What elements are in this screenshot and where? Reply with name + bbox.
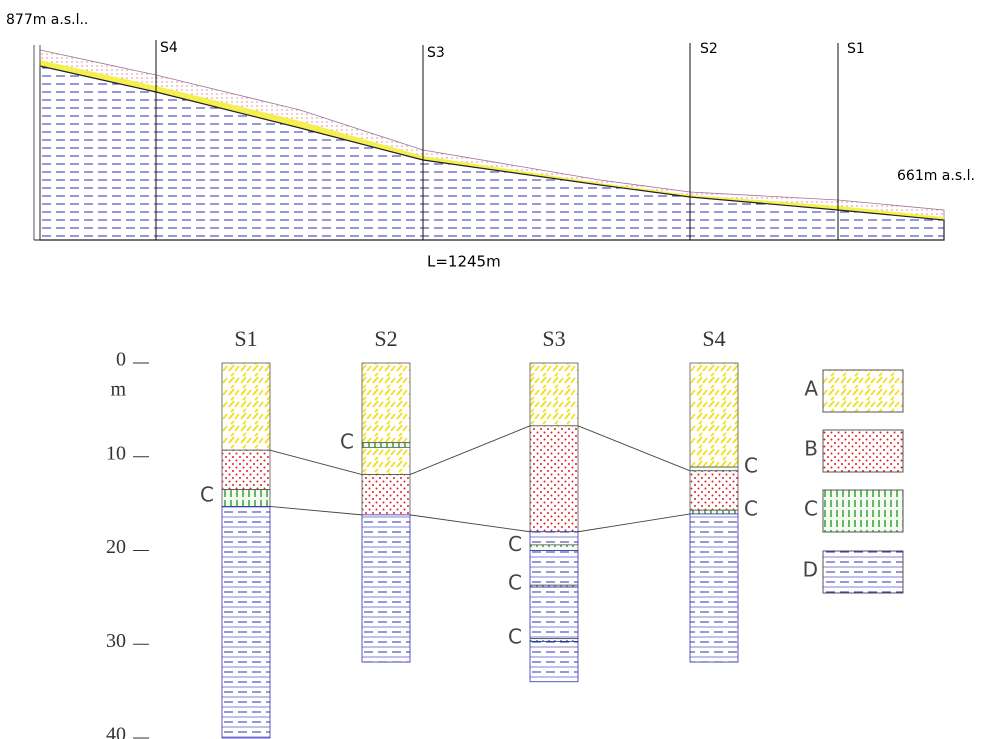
legend-swatch (823, 551, 903, 593)
legend-swatch (823, 370, 903, 412)
layer (690, 363, 738, 467)
depth-tick-label: 20 (106, 536, 126, 558)
layer-label: C (340, 430, 354, 454)
layer (362, 443, 410, 448)
borehole-name: S1 (234, 326, 257, 351)
layer-label: C (200, 483, 214, 507)
layer (222, 450, 270, 489)
page: 877m a.s.l.. 661m a.s.l. L=1245m S4 S3 S… (0, 0, 991, 739)
layer-label: C (508, 532, 522, 556)
layer (222, 506, 270, 738)
borehole-label: S4 (160, 40, 178, 56)
correlation-line (410, 426, 530, 475)
layer (530, 426, 578, 532)
correlation-line (410, 515, 530, 532)
legend-swatch (823, 490, 903, 532)
layer (222, 363, 270, 450)
legend-label: B (804, 437, 818, 461)
layer (530, 532, 578, 545)
layer (362, 447, 410, 474)
layer (530, 551, 578, 586)
layer-label: C (744, 497, 758, 521)
layer (690, 510, 738, 514)
layer (690, 471, 738, 510)
borehole-label: S2 (700, 41, 718, 57)
elevation-label: 877m a.s.l.. (6, 12, 88, 28)
depth-unit: m (110, 379, 126, 401)
layer (530, 587, 578, 639)
layer (530, 363, 578, 426)
layer (530, 641, 578, 681)
legend-label: C (804, 497, 818, 521)
cross-section: 877m a.s.l.. 661m a.s.l. L=1245m S4 S3 S… (6, 12, 975, 271)
legend-swatch (823, 430, 903, 472)
layer (222, 490, 270, 507)
depth-tick-label: 0 (116, 349, 126, 371)
borehole-label: S3 (427, 45, 445, 61)
legend-label: D (803, 558, 818, 582)
layer-label: C (508, 625, 522, 649)
depth-tick-label: 30 (106, 630, 126, 652)
length-label: L=1245m (427, 253, 501, 271)
layer (690, 467, 738, 471)
legend-label: A (804, 377, 818, 401)
borehole-name: S2 (374, 326, 397, 351)
layer (530, 639, 578, 642)
elevation-label: 661m a.s.l. (897, 168, 975, 184)
depth-tick-label: 10 (106, 442, 126, 464)
layer (530, 545, 578, 551)
layer (690, 514, 738, 662)
layer (362, 475, 410, 515)
layer-label: C (744, 453, 758, 477)
layer (362, 515, 410, 662)
correlation-line (578, 426, 690, 471)
layer (362, 363, 410, 443)
correlation-line (270, 506, 362, 514)
correlation-line (270, 450, 362, 474)
depth-tick-label: 40 (106, 724, 126, 739)
borehole-name: S4 (702, 326, 725, 351)
correlation-line (578, 514, 690, 532)
borehole-label: S1 (847, 41, 865, 57)
borehole-name: S3 (542, 326, 565, 351)
layer-label: C (508, 571, 522, 595)
